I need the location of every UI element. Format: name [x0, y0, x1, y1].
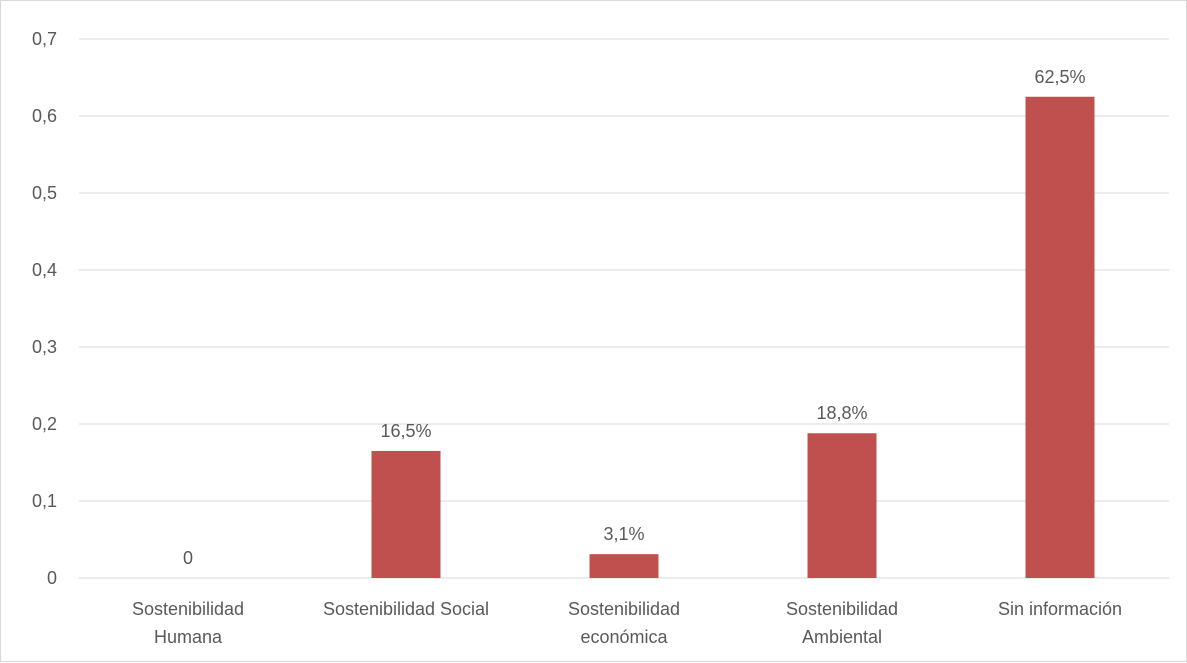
category-label: Sostenibilidad Humana — [132, 599, 244, 647]
y-tick-label: 0,5 — [32, 183, 57, 203]
bar — [371, 450, 441, 578]
bar — [1025, 96, 1095, 578]
category-label: Sostenibilidad económica — [568, 599, 680, 647]
bar — [589, 554, 659, 578]
data-labels: 0 16,5% 3,1% 18,8% 62,5% — [183, 67, 1086, 568]
data-label: 18,8% — [816, 403, 867, 423]
category-label: Sin información — [998, 599, 1122, 619]
data-label: 62,5% — [1034, 67, 1085, 87]
y-tick-label: 0,2 — [32, 414, 57, 434]
category-label: Sostenibilidad Ambiental — [786, 599, 898, 647]
y-tick-label: 0,1 — [32, 491, 57, 511]
y-tick-label: 0 — [47, 568, 57, 588]
data-label: 3,1% — [603, 524, 644, 544]
x-axis-categories: Sostenibilidad Humana Sostenibilidad Socia… — [132, 599, 1122, 647]
y-tick-label: 0,3 — [32, 337, 57, 357]
data-label: 16,5% — [380, 421, 431, 441]
gridlines — [79, 38, 1169, 579]
y-tick-label: 0,4 — [32, 260, 57, 280]
bars — [371, 96, 1095, 578]
y-axis-ticks: 0 0,1 0,2 0,3 0,4 0,5 0,6 0,7 — [32, 29, 57, 588]
category-label: Sostenibilidad Social — [323, 599, 489, 619]
y-tick-label: 0,7 — [32, 29, 57, 49]
y-tick-label: 0,6 — [32, 106, 57, 126]
data-label: 0 — [183, 548, 193, 568]
bar — [807, 433, 877, 578]
